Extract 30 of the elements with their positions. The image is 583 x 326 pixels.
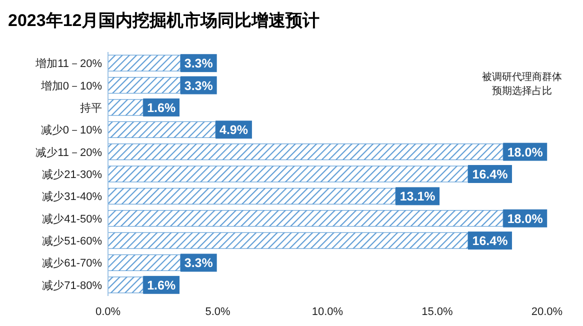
y-tick-label: 减少11－20% xyxy=(36,146,102,159)
y-tick-label: 减少21-30% xyxy=(42,168,102,181)
y-tick-label: 减少31-40% xyxy=(42,190,102,204)
x-tick-label: 0.0% xyxy=(95,306,121,318)
data-label: 18.0% xyxy=(507,145,543,160)
data-label: 13.1% xyxy=(400,190,436,204)
y-tick-label: 减少51-60% xyxy=(42,234,102,248)
data-label: 18.0% xyxy=(507,212,543,226)
data-label: 3.3% xyxy=(184,256,213,270)
x-tick-label: 20.0% xyxy=(531,306,563,318)
y-tick-label: 减少71-80% xyxy=(42,278,102,292)
y-tick-label: 减少0－10% xyxy=(40,124,102,137)
y-tick-label: 减少41-50% xyxy=(42,212,102,226)
data-label: 3.3% xyxy=(184,78,213,93)
data-label: 1.6% xyxy=(147,278,176,292)
y-tick-label: 增加11－20% xyxy=(34,57,102,70)
y-tick-label: 减少61-70% xyxy=(42,256,102,270)
data-label: 1.6% xyxy=(147,100,176,115)
data-label: 4.9% xyxy=(220,123,248,138)
x-tick-label: 5.0% xyxy=(205,306,230,318)
y-tick-label: 持平 xyxy=(80,102,102,114)
annotation: 被调研代理商群体 xyxy=(482,71,562,83)
data-label: 16.4% xyxy=(472,234,508,248)
x-tick-label: 10.0% xyxy=(312,306,344,318)
y-tick-label: 增加0－10% xyxy=(40,79,102,92)
chart-title: 2023年12月国内挖掘机市场同比增速预计 xyxy=(8,11,320,30)
data-label: 16.4% xyxy=(472,168,508,182)
annotation: 预期选择占比 xyxy=(492,85,552,97)
data-label: 3.3% xyxy=(184,56,213,71)
x-tick-label: 15.0% xyxy=(422,306,454,318)
